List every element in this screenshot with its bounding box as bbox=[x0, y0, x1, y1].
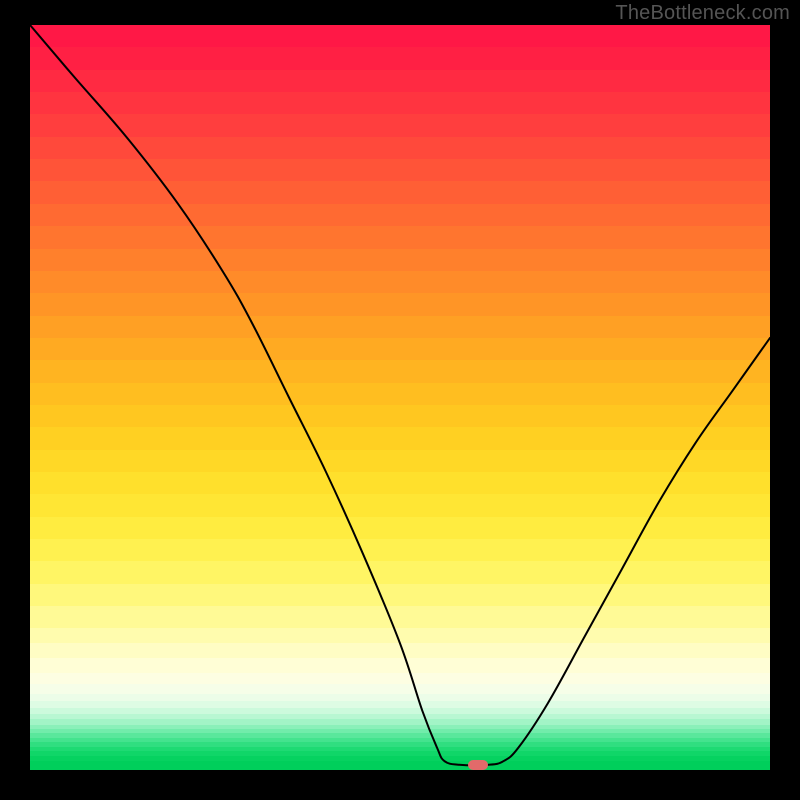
curve-path bbox=[30, 25, 770, 765]
bottleneck-curve bbox=[30, 25, 770, 770]
optimal-marker bbox=[468, 760, 488, 770]
chart-container: TheBottleneck.com bbox=[0, 0, 800, 800]
plot-area bbox=[30, 25, 770, 770]
watermark-text: TheBottleneck.com bbox=[615, 2, 790, 25]
